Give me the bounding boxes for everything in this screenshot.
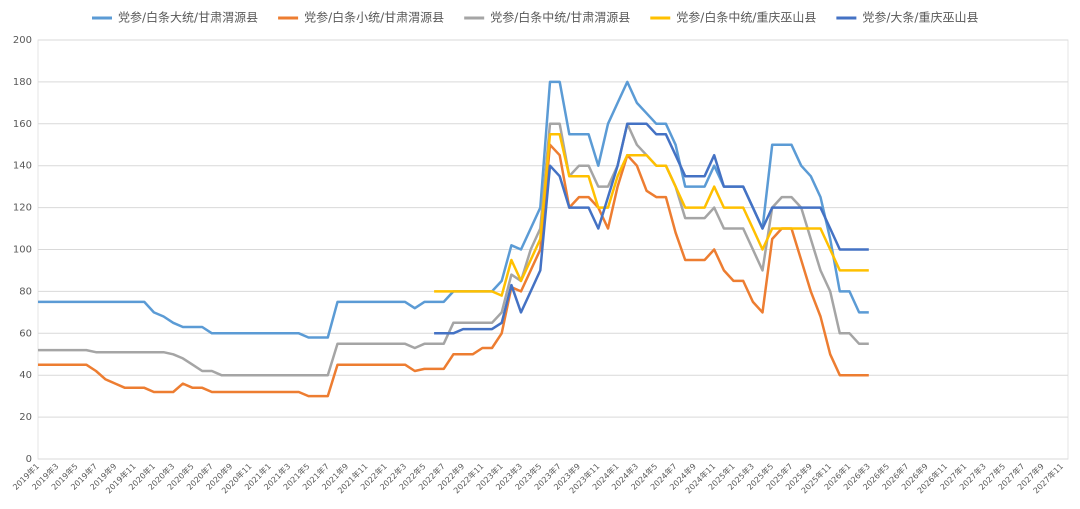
legend-label: 党参/白条中统/重庆巫山县	[676, 10, 816, 25]
y-tick-label: 160	[13, 119, 32, 130]
legend-label: 党参/大条/重庆巫山县	[862, 10, 978, 25]
series-line	[434, 122, 869, 335]
series-line	[38, 122, 869, 377]
y-tick-label: 180	[13, 77, 32, 88]
series-line	[434, 133, 869, 297]
y-tick-label: 140	[13, 161, 32, 172]
y-tick-label: 200	[13, 35, 32, 46]
y-tick-label: 100	[13, 245, 32, 256]
legend-label: 党参/白条中统/甘肃渭源县	[490, 10, 630, 25]
y-tick-label: 40	[19, 370, 32, 381]
y-tick-label: 120	[13, 203, 32, 214]
series-line	[38, 143, 869, 398]
legend-label: 党参/白条大统/甘肃渭源县	[118, 10, 258, 25]
legend-label: 党参/白条小统/甘肃渭源县	[304, 10, 444, 25]
y-tick-label: 60	[19, 328, 32, 339]
legend: 党参/白条大统/甘肃渭源县 党参/白条小统/甘肃渭源县 党参/白条中统/甘肃渭源县 党…	[92, 10, 978, 25]
y-tick-label: 80	[19, 286, 32, 297]
y-tick-label: 20	[19, 412, 32, 423]
y-tick-label: 0	[26, 454, 32, 465]
